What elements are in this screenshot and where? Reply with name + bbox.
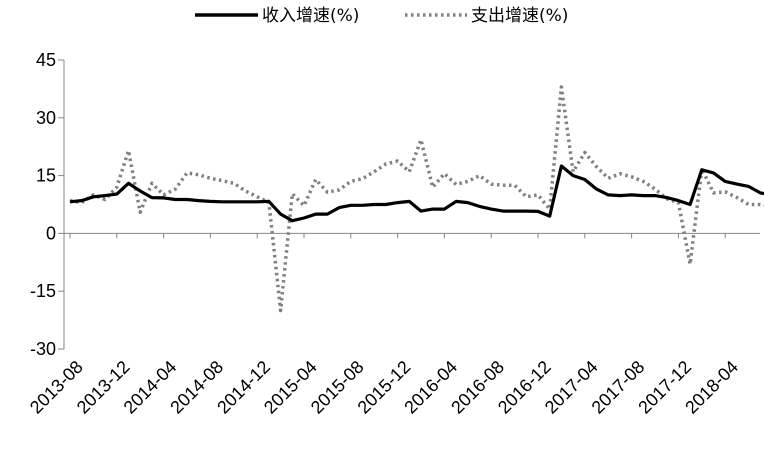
y-tick-label: -30 bbox=[30, 339, 56, 359]
axes: -30-1501530452013-082013-122014-042014-0… bbox=[26, 50, 760, 418]
series-layer bbox=[69, 85, 764, 313]
y-tick-label: 15 bbox=[36, 166, 56, 186]
legend-label-revenue: 收入增速(%) bbox=[262, 6, 359, 26]
y-tick-label: 0 bbox=[46, 223, 56, 243]
x-tick-label: 2018-04 bbox=[681, 357, 742, 418]
series-line-revenue bbox=[69, 164, 764, 223]
legend-label-expenditure: 支出增速(%) bbox=[471, 6, 568, 26]
y-tick-label: 45 bbox=[36, 50, 56, 70]
y-tick-label: -15 bbox=[30, 281, 56, 301]
legend: 收入增速(%) 支出增速(%) bbox=[195, 6, 568, 26]
y-tick-label: 30 bbox=[36, 108, 56, 128]
